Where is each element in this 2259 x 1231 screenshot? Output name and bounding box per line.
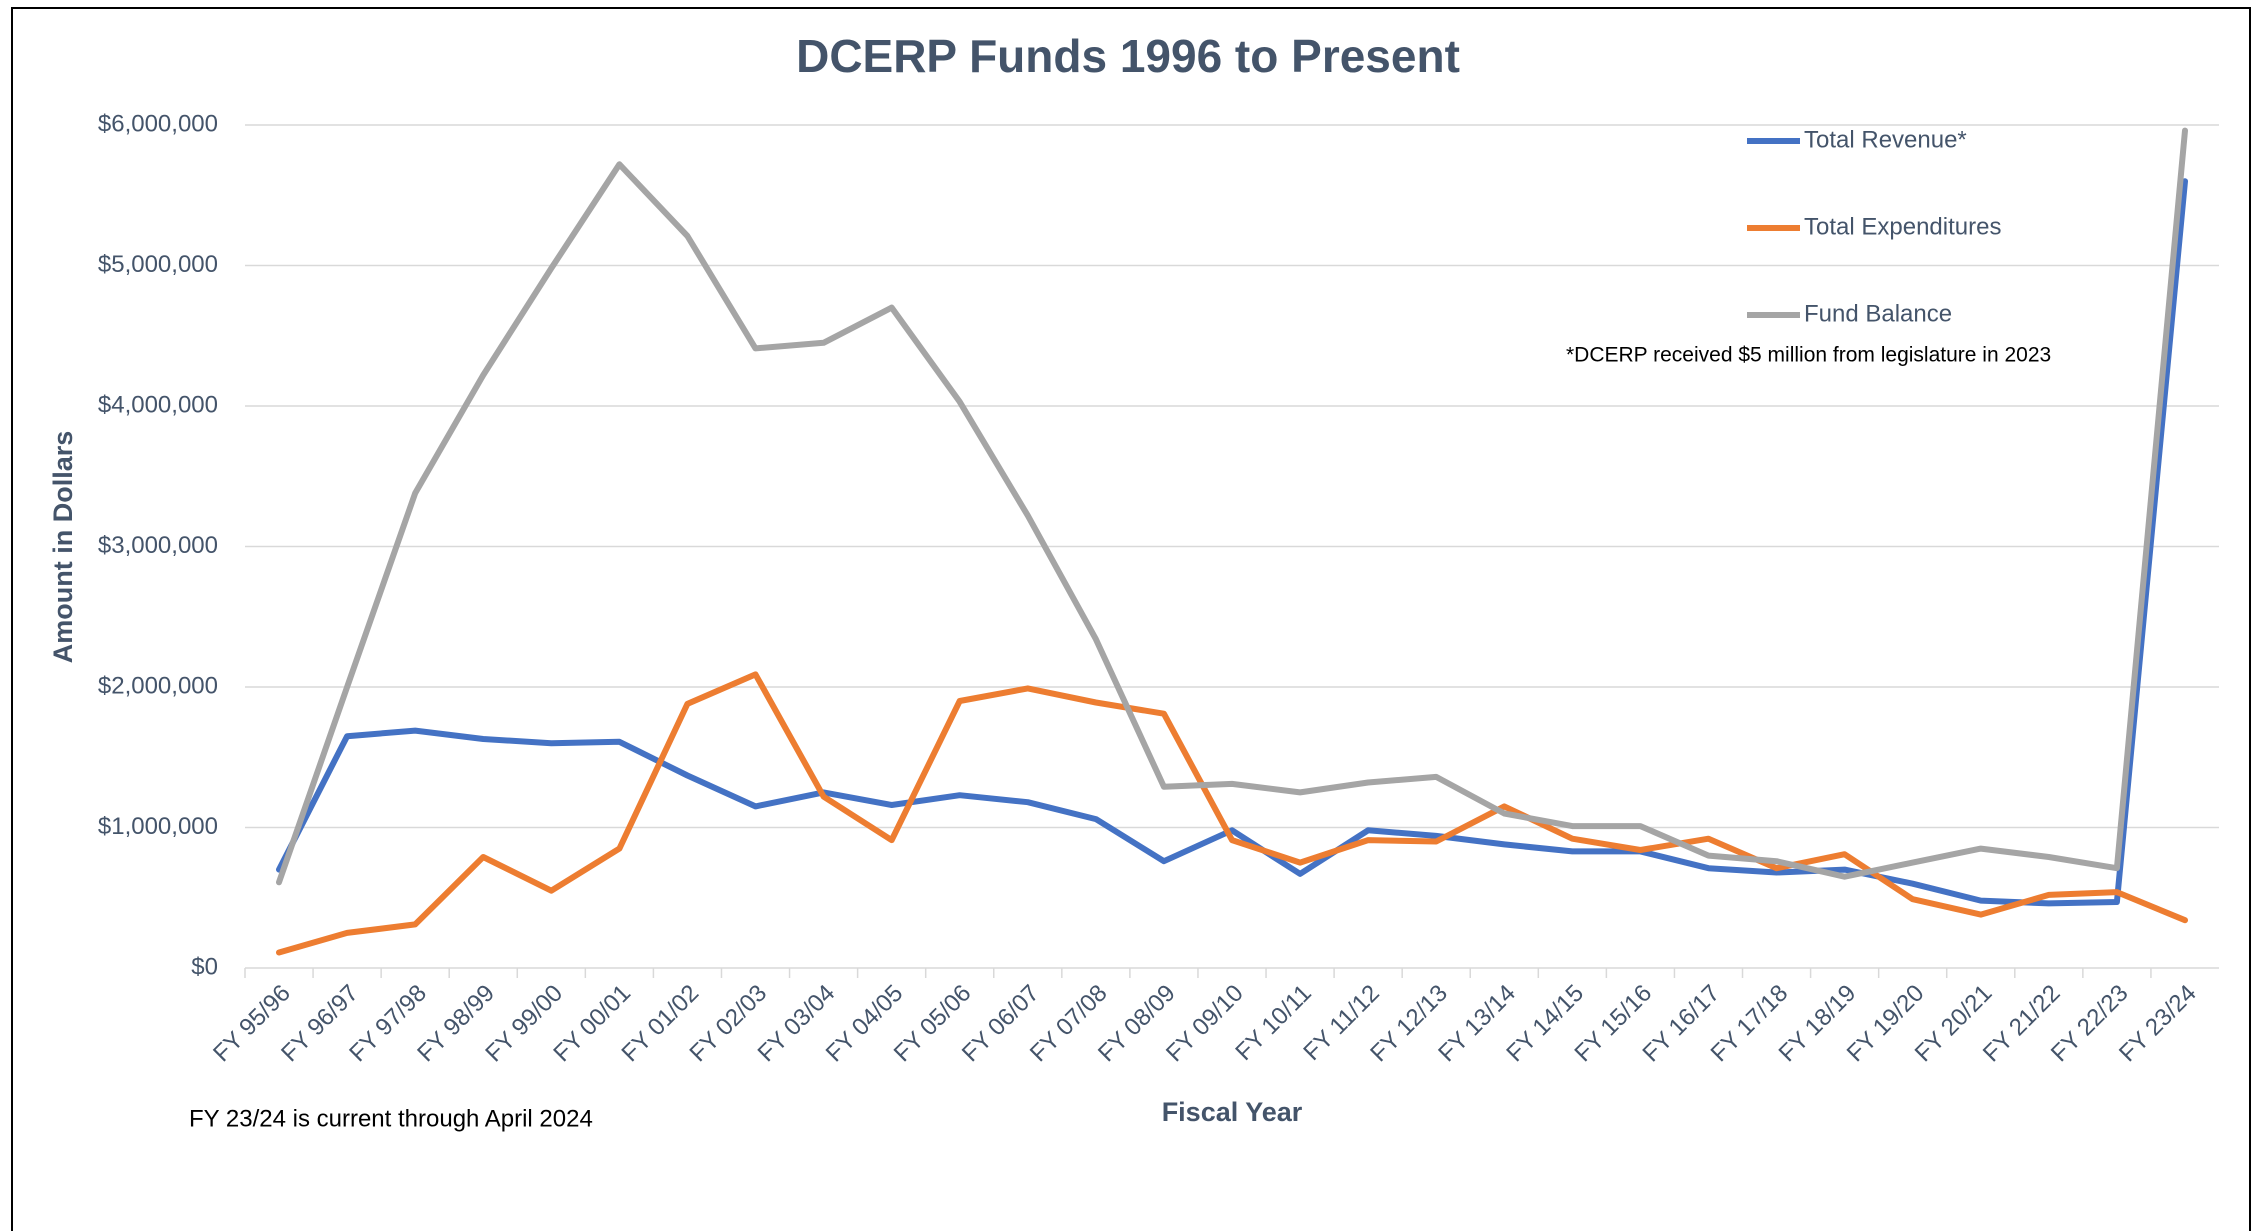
y-tick-label: $3,000,000 — [98, 532, 218, 559]
frame — [11, 7, 2251, 1231]
x-axis-title: Fiscal Year — [1162, 1097, 1303, 1127]
y-tick-label: $4,000,000 — [98, 391, 218, 418]
legend-label: Total Revenue* — [1804, 126, 1967, 153]
series-line — [276, 178, 2188, 907]
legend-label: Total Expenditures — [1804, 213, 2001, 240]
series-line — [276, 127, 2188, 886]
y-tick-label: $6,000,000 — [98, 110, 218, 137]
legend-label: Fund Balance — [1804, 300, 1952, 327]
chart-title: DCERP Funds 1996 to Present — [796, 30, 1460, 82]
y-tick-label: $0 — [191, 953, 218, 980]
y-tick-label: $2,000,000 — [98, 672, 218, 699]
annotation: FY 23/24 is current through April 2024 — [189, 1105, 593, 1132]
y-axis-title: Amount in Dollars — [48, 431, 78, 664]
y-tick-label: $1,000,000 — [98, 813, 218, 840]
series-line — [276, 671, 2188, 956]
annotation: *DCERP received $5 million from legislat… — [1566, 344, 2051, 367]
y-tick-label: $5,000,000 — [98, 251, 218, 278]
